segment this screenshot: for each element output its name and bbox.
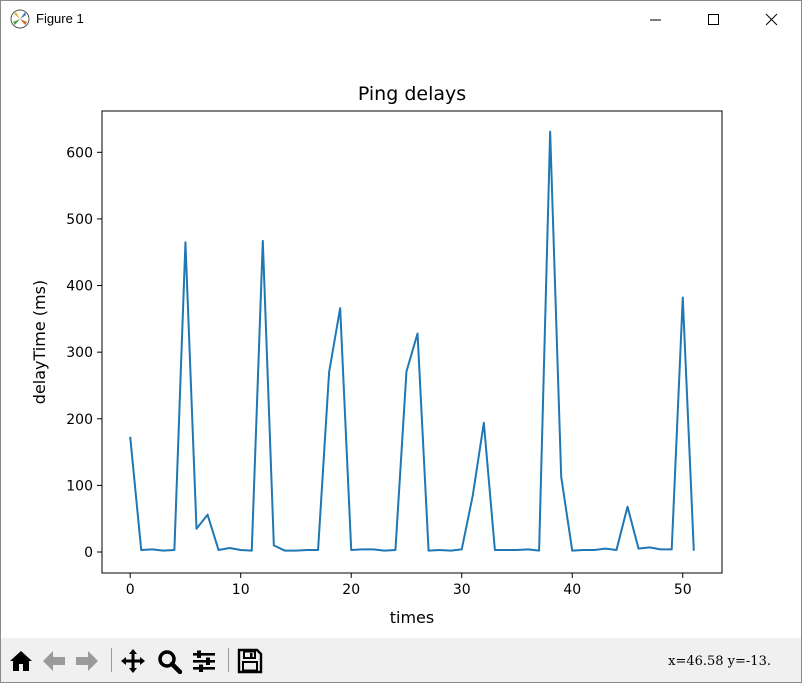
y-tick-label: 200 <box>66 412 93 428</box>
back-icon <box>43 651 65 671</box>
chart-title: Ping delays <box>358 83 466 105</box>
save-icon <box>237 648 263 674</box>
y-tick-label: 600 <box>66 145 93 161</box>
zoom-button[interactable] <box>154 646 184 676</box>
maximize-button[interactable] <box>685 1 743 39</box>
back-button[interactable] <box>39 646 69 676</box>
y-tick-label: 300 <box>66 345 93 361</box>
forward-button[interactable] <box>72 646 102 676</box>
pan-icon <box>121 649 145 673</box>
home-button[interactable] <box>6 646 36 676</box>
line-chart[interactable]: Ping delays 0 10 20 30 40 5001002003004005006… <box>1 39 801 637</box>
y-tick-label: 500 <box>66 212 93 228</box>
save-button[interactable] <box>235 646 265 676</box>
home-icon <box>10 651 32 671</box>
series-line <box>129 130 695 552</box>
minimize-button[interactable] <box>627 1 685 39</box>
forward-icon <box>76 651 98 671</box>
title-bar[interactable]: Figure 1 <box>1 1 801 39</box>
y-tick-label: 100 <box>66 478 93 494</box>
x-tick-label: 20 <box>342 582 360 598</box>
window-title: Figure 1 <box>36 11 84 26</box>
matplotlib-app-icon <box>10 9 30 29</box>
x-tick-label: 40 <box>563 582 581 598</box>
x-tick-label: 10 <box>232 582 250 598</box>
configure-subplots-button[interactable] <box>189 646 219 676</box>
x-axis-label: times <box>390 608 434 627</box>
x-tick-label: 30 <box>453 582 471 598</box>
y-axis-label: delayTime (ms) <box>30 280 49 404</box>
x-tick-label: 50 <box>674 582 692 598</box>
cursor-coordinates: x=46.58 y=-13. <box>668 654 771 669</box>
y-tick-label: 0 <box>84 545 93 561</box>
axes-frame <box>101 110 723 574</box>
minimize-icon <box>650 19 661 21</box>
pan-button[interactable] <box>118 646 148 676</box>
y-tick-label: 400 <box>66 279 93 295</box>
toolbar-separator <box>228 648 229 672</box>
navigation-toolbar: x=46.58 y=-13. <box>1 638 801 682</box>
close-button[interactable] <box>743 1 801 39</box>
figure-canvas[interactable]: Ping delays 0 10 20 30 40 50 0 100 200 300 400 500 6… <box>1 39 801 637</box>
zoom-icon <box>158 650 182 674</box>
x-tick-label: 0 <box>126 582 135 598</box>
close-icon <box>765 13 778 26</box>
configure-subplots-icon <box>193 650 215 672</box>
toolbar-separator <box>111 648 112 672</box>
maximize-icon <box>708 14 719 25</box>
